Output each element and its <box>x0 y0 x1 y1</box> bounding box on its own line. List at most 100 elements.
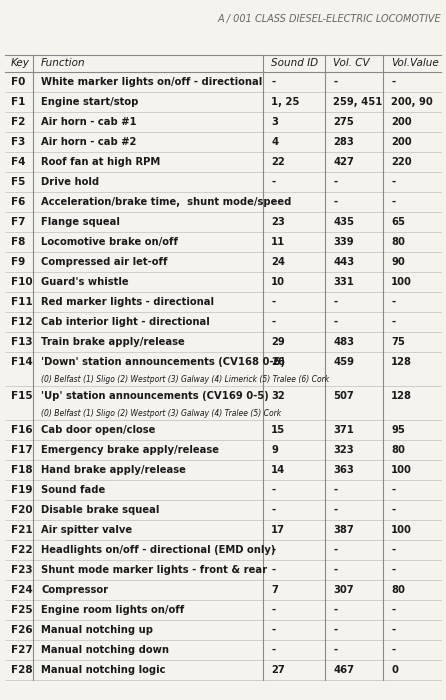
Text: Function: Function <box>41 59 86 69</box>
Text: -: - <box>271 77 275 87</box>
Text: 9: 9 <box>271 445 278 455</box>
Text: -: - <box>391 77 395 87</box>
Text: 80: 80 <box>391 585 405 595</box>
Text: Compressor: Compressor <box>41 585 108 595</box>
Text: Vol. CV: Vol. CV <box>333 59 370 69</box>
Text: Manual notching up: Manual notching up <box>41 625 153 635</box>
Text: Air horn - cab #2: Air horn - cab #2 <box>41 137 136 147</box>
Text: 483: 483 <box>333 337 354 347</box>
Text: -: - <box>271 177 275 187</box>
Text: Sound ID: Sound ID <box>271 59 318 69</box>
Text: 459: 459 <box>333 357 354 367</box>
Text: Engine room lights on/off: Engine room lights on/off <box>41 605 184 615</box>
Text: -: - <box>271 545 275 555</box>
Text: -: - <box>333 77 337 87</box>
Text: F10: F10 <box>11 277 33 287</box>
Text: 387: 387 <box>333 525 354 535</box>
Text: F15: F15 <box>11 391 33 401</box>
Text: Headlights on/off - directional (EMD only): Headlights on/off - directional (EMD onl… <box>41 545 275 555</box>
Text: 371: 371 <box>333 425 354 435</box>
Text: -: - <box>391 297 395 307</box>
Text: F19: F19 <box>11 485 33 495</box>
Text: 331: 331 <box>333 277 354 287</box>
Text: Vol.Value: Vol.Value <box>391 59 439 69</box>
Text: Air spitter valve: Air spitter valve <box>41 525 132 535</box>
Text: F13: F13 <box>11 337 33 347</box>
Text: 26: 26 <box>271 357 285 367</box>
Text: -: - <box>333 605 337 615</box>
Text: 17: 17 <box>271 525 285 535</box>
Text: -: - <box>391 485 395 495</box>
Text: 427: 427 <box>333 157 354 167</box>
Text: 323: 323 <box>333 445 354 455</box>
Text: -: - <box>391 645 395 655</box>
Text: 32: 32 <box>271 391 285 401</box>
Text: Disable brake squeal: Disable brake squeal <box>41 505 159 515</box>
Text: F2: F2 <box>11 117 25 127</box>
Text: 128: 128 <box>391 391 412 401</box>
Text: F9: F9 <box>11 257 25 267</box>
Text: F14: F14 <box>11 357 33 367</box>
Text: A / 001 CLASS DIESEL-ELECTRIC LOCOMOTIVE: A / 001 CLASS DIESEL-ELECTRIC LOCOMOTIVE <box>217 14 441 24</box>
Text: -: - <box>333 485 337 495</box>
Text: Locomotive brake on/off: Locomotive brake on/off <box>41 237 178 247</box>
Text: F28: F28 <box>11 665 33 675</box>
Text: 435: 435 <box>333 217 354 227</box>
Text: 0: 0 <box>391 665 398 675</box>
Text: Air horn - cab #1: Air horn - cab #1 <box>41 117 136 127</box>
Text: -: - <box>271 505 275 515</box>
Text: 100: 100 <box>391 525 412 535</box>
Text: Acceleration/brake time,  shunt mode/speed: Acceleration/brake time, shunt mode/spee… <box>41 197 291 207</box>
Text: Red marker lights - directional: Red marker lights - directional <box>41 297 214 307</box>
Text: Sound fade: Sound fade <box>41 485 105 495</box>
Text: F5: F5 <box>11 177 25 187</box>
Text: F8: F8 <box>11 237 25 247</box>
Text: -: - <box>271 645 275 655</box>
Text: Drive hold: Drive hold <box>41 177 99 187</box>
Text: 100: 100 <box>391 277 412 287</box>
Text: 'Up' station announcements (CV169 0-5): 'Up' station announcements (CV169 0-5) <box>41 391 269 401</box>
Text: 29: 29 <box>271 337 285 347</box>
Text: F12: F12 <box>11 317 33 327</box>
Text: -: - <box>333 505 337 515</box>
Text: -: - <box>271 625 275 635</box>
Text: F4: F4 <box>11 157 25 167</box>
Text: 4: 4 <box>271 137 278 147</box>
Text: 11: 11 <box>271 237 285 247</box>
Text: 95: 95 <box>391 425 405 435</box>
Text: 220: 220 <box>391 157 412 167</box>
Text: F27: F27 <box>11 645 33 655</box>
Text: Shunt mode marker lights - front & rear: Shunt mode marker lights - front & rear <box>41 565 267 575</box>
Text: 'Down' station announcements (CV168 0-6): 'Down' station announcements (CV168 0-6) <box>41 357 285 367</box>
Text: Key: Key <box>11 59 30 69</box>
Text: 507: 507 <box>333 391 354 401</box>
Text: F18: F18 <box>11 465 33 475</box>
Text: Compressed air let-off: Compressed air let-off <box>41 257 168 267</box>
Text: Roof fan at high RPM: Roof fan at high RPM <box>41 157 160 167</box>
Text: F26: F26 <box>11 625 33 635</box>
Text: F23: F23 <box>11 565 33 575</box>
Text: Flange squeal: Flange squeal <box>41 217 120 227</box>
Text: 1, 25: 1, 25 <box>271 97 299 107</box>
Text: 65: 65 <box>391 217 405 227</box>
Text: -: - <box>391 565 395 575</box>
Text: 339: 339 <box>333 237 354 247</box>
Text: Cab interior light - directional: Cab interior light - directional <box>41 317 210 327</box>
Text: -: - <box>333 565 337 575</box>
Text: Manual notching logic: Manual notching logic <box>41 665 165 675</box>
Text: F24: F24 <box>11 585 33 595</box>
Text: 283: 283 <box>333 137 354 147</box>
Text: Train brake apply/release: Train brake apply/release <box>41 337 185 347</box>
Text: F0: F0 <box>11 77 25 87</box>
Text: 7: 7 <box>271 585 278 595</box>
Text: -: - <box>271 317 275 327</box>
Text: F1: F1 <box>11 97 25 107</box>
Text: 80: 80 <box>391 445 405 455</box>
Text: 14: 14 <box>271 465 285 475</box>
Text: -: - <box>333 177 337 187</box>
Text: 24: 24 <box>271 257 285 267</box>
Text: -: - <box>333 197 337 207</box>
Text: Guard's whistle: Guard's whistle <box>41 277 128 287</box>
Text: 443: 443 <box>333 257 354 267</box>
Text: -: - <box>333 297 337 307</box>
